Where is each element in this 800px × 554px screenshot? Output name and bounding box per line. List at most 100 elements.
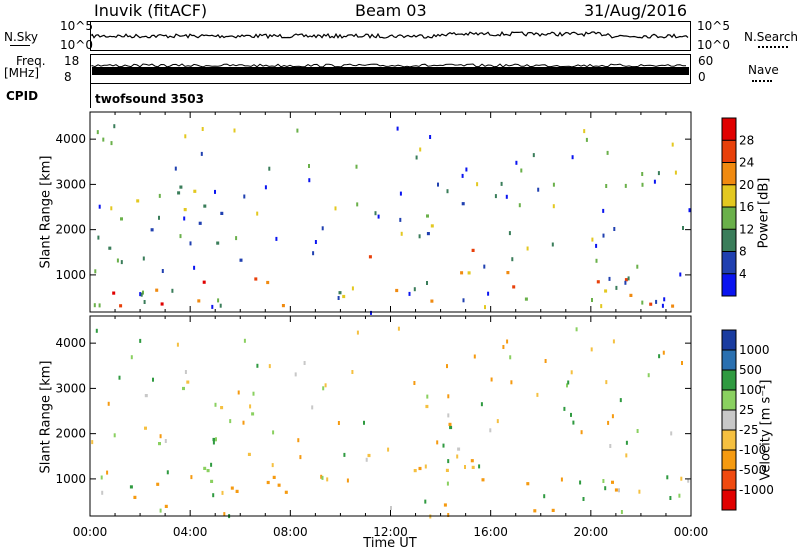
data-cell — [396, 126, 399, 131]
data-cell — [649, 302, 653, 306]
data-cell — [456, 454, 459, 459]
data-cell — [445, 468, 449, 472]
data-cell — [390, 506, 392, 510]
data-cell — [460, 271, 464, 275]
data-cell — [235, 489, 239, 493]
data-cell — [370, 310, 372, 315]
data-cell — [193, 265, 196, 270]
colorbar-tick-label: 20 — [739, 178, 754, 192]
data-cell — [220, 211, 224, 215]
data-cell — [679, 272, 682, 277]
colorbar-segment — [722, 490, 736, 511]
data-cell — [277, 483, 281, 487]
data-cell — [321, 226, 324, 231]
data-cell — [202, 280, 206, 284]
data-cell — [144, 426, 147, 430]
data-cell — [551, 508, 555, 512]
velocity-colorbar: 1000 500 100 25 -25 -100 -500 -1000 — [721, 329, 774, 511]
data-cell — [669, 496, 672, 500]
data-cell — [511, 257, 514, 262]
data-cell — [552, 182, 555, 187]
data-cell — [189, 241, 192, 246]
colorbar-segment — [722, 207, 736, 230]
data-cell — [182, 386, 185, 391]
data-cell — [625, 453, 628, 458]
power-panel: 1000 2000 3000 4000 — [55, 111, 692, 315]
data-cell — [356, 330, 359, 335]
data-cell — [100, 475, 103, 480]
data-cell — [129, 485, 133, 489]
data-cell — [515, 160, 518, 165]
cpid-divider — [90, 84, 91, 108]
data-cell — [130, 355, 133, 360]
data-cell — [629, 293, 633, 297]
data-cell — [233, 128, 236, 133]
data-cell — [533, 509, 537, 513]
data-cell — [239, 258, 243, 262]
data-cell — [518, 203, 521, 208]
nsearch-legend-line — [758, 46, 788, 48]
data-cell — [97, 235, 100, 240]
data-cell — [179, 234, 182, 239]
colorbar-tick-label: 24 — [739, 156, 754, 170]
data-cell — [193, 189, 197, 193]
data-cell — [144, 394, 148, 398]
data-cell — [164, 439, 167, 443]
data-cell — [508, 231, 511, 236]
data-cell — [217, 298, 220, 303]
y-tick-label: 4000 — [55, 132, 86, 146]
data-cell — [158, 193, 161, 198]
power-ylabel: Slant Range [km] — [38, 155, 54, 269]
power-colorbar-label: Power [dB] — [756, 177, 772, 249]
data-cell — [324, 383, 327, 388]
data-cell — [120, 217, 123, 221]
data-cell — [281, 304, 285, 308]
data-cell — [605, 380, 608, 385]
data-cell — [687, 478, 690, 483]
data-cell — [641, 182, 644, 187]
data-cell — [214, 402, 217, 407]
data-cell — [612, 339, 615, 344]
data-cell — [426, 214, 429, 218]
data-cell — [487, 291, 490, 296]
data-cell — [591, 298, 593, 302]
data-cell — [266, 480, 270, 485]
velocity-panel: 1000 2000 3000 4000 00:00 04:00 08:00 12:00 16:0… — [55, 315, 708, 539]
data-cell — [203, 466, 207, 470]
data-cell — [638, 489, 641, 494]
data-cell — [264, 185, 267, 190]
colorbar-tick-label: 4 — [739, 267, 747, 281]
colorbar-tick-label: -25 — [739, 423, 759, 437]
data-cell — [367, 453, 371, 458]
data-cell — [602, 479, 605, 483]
plot-frame — [89, 111, 692, 313]
data-cell — [221, 490, 224, 495]
data-cell — [509, 355, 512, 360]
data-cell — [641, 172, 644, 176]
data-cell — [311, 405, 314, 410]
data-cell — [570, 412, 572, 417]
data-cell — [425, 404, 429, 409]
data-cell — [571, 155, 574, 160]
x-tick-label: 12:00 — [373, 525, 408, 539]
data-cell — [609, 444, 612, 448]
nsearch-tick-top: 10^5 — [697, 19, 730, 33]
data-cell — [365, 457, 368, 462]
data-cell — [152, 377, 154, 382]
colorbar-segment — [722, 430, 736, 451]
data-cell — [136, 199, 140, 203]
data-cell — [242, 420, 245, 425]
data-cell — [567, 380, 570, 385]
data-cell — [446, 481, 449, 486]
freq-label-2: [MHz] — [4, 66, 40, 80]
x-tick-label: 04:00 — [173, 525, 208, 539]
data-cell — [608, 276, 611, 281]
data-cell — [247, 452, 251, 456]
data-cell — [605, 184, 608, 188]
data-cell — [653, 179, 656, 184]
data-cell — [462, 298, 465, 303]
data-cell — [210, 462, 213, 467]
data-cell — [197, 299, 201, 303]
data-cell — [505, 194, 508, 199]
